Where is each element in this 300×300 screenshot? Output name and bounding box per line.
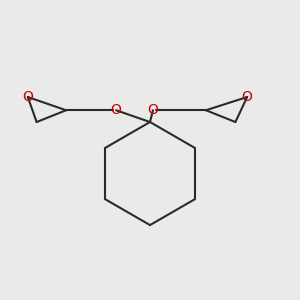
Text: O: O [111, 103, 122, 117]
Text: O: O [148, 103, 158, 117]
Text: O: O [242, 90, 253, 104]
Text: O: O [22, 90, 33, 104]
